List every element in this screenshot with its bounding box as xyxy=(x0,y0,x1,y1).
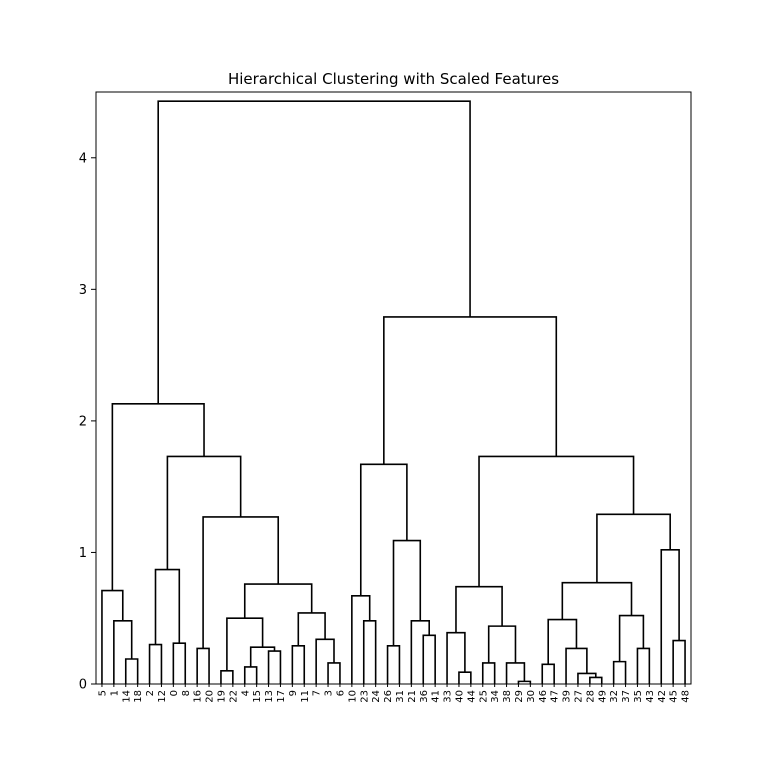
plot-frame xyxy=(95,91,692,685)
dendrogram-link xyxy=(547,618,578,665)
dendrogram-link xyxy=(487,625,517,663)
leaf-label: 25 xyxy=(478,690,489,703)
leaf-label: 8 xyxy=(181,690,192,696)
leaf-label: 10 xyxy=(347,690,358,703)
chart-title: Hierarchical Clustering with Scaled Feat… xyxy=(228,70,559,88)
leaf-label: 7 xyxy=(312,690,323,696)
y-tick-label: 3 xyxy=(79,283,87,298)
leaf-label: 14 xyxy=(121,690,132,703)
leaf-label: 23 xyxy=(359,690,370,703)
leaf-label: 16 xyxy=(193,690,204,703)
y-tick-label: 1 xyxy=(79,546,87,561)
leaf-label: 38 xyxy=(502,690,513,703)
y-tick-label: 4 xyxy=(79,151,87,166)
dendrogram-link xyxy=(291,645,306,684)
y-tick-label: 2 xyxy=(79,414,87,429)
dendrogram-link xyxy=(517,680,532,684)
leaf-label: 6 xyxy=(335,690,346,696)
dendrogram-link xyxy=(351,595,371,684)
leaf-label: 12 xyxy=(157,690,168,703)
leaf-label: 19 xyxy=(216,690,227,703)
dendrogram-link xyxy=(111,402,205,591)
leaf-label: 9 xyxy=(288,690,299,696)
leaf-label: 32 xyxy=(609,690,620,703)
leaf-label: 45 xyxy=(669,690,680,703)
leaf-label: 2 xyxy=(145,690,156,696)
leaf-label: 24 xyxy=(371,690,382,703)
leaf-label: 46 xyxy=(538,690,549,703)
dendrogram-link xyxy=(154,568,181,645)
dendrogram-link xyxy=(166,455,242,570)
leaf-label: 34 xyxy=(490,690,501,703)
x-axis: 5 1 14 18 2 12 0 8 16 20 19 22 4 15 13 17 9 11 7 3 6 10 23 24 26… xyxy=(97,684,692,703)
leaf-label: 11 xyxy=(300,690,311,703)
dendrogram-link xyxy=(478,455,635,587)
dendrogram-link xyxy=(612,660,627,684)
leaf-label: 0 xyxy=(169,690,180,696)
leaf-label: 15 xyxy=(252,690,263,703)
y-tick-label: 0 xyxy=(79,678,87,693)
dendrogram-links xyxy=(101,100,686,684)
dendrogram-link xyxy=(243,583,313,619)
leaf-label: 27 xyxy=(573,690,584,703)
leaf-label: 21 xyxy=(407,690,418,703)
leaf-label: 5 xyxy=(97,690,108,696)
leaf-label: 26 xyxy=(383,690,394,703)
leaf-label: 35 xyxy=(633,690,644,703)
leaf-label: 30 xyxy=(526,690,537,703)
leaf-label: 18 xyxy=(133,690,144,703)
leaf-label: 44 xyxy=(466,690,477,703)
leaf-label: 28 xyxy=(585,690,596,703)
leaf-label: 41 xyxy=(431,690,442,703)
dendrogram-link xyxy=(672,639,686,684)
y-axis: 0 1 2 3 4 xyxy=(79,151,96,693)
leaf-label: 47 xyxy=(550,690,561,703)
leaf-label: 43 xyxy=(645,690,656,703)
dendrogram-link xyxy=(386,645,401,684)
leaf-label: 13 xyxy=(264,690,275,703)
leaf-label: 3 xyxy=(324,690,335,696)
leaf-label: 17 xyxy=(276,690,287,703)
leaf-label: 20 xyxy=(205,690,216,703)
leaf-label: 31 xyxy=(395,690,406,703)
leaf-label: 48 xyxy=(681,690,692,703)
leaf-label: 36 xyxy=(419,690,430,703)
leaf-label: 1 xyxy=(109,690,120,696)
dendrogram-link xyxy=(541,663,555,684)
dendrogram-link xyxy=(455,585,503,633)
leaf-label: 39 xyxy=(562,690,573,703)
leaf-label: 4 xyxy=(240,690,251,696)
leaf-label: 22 xyxy=(228,690,239,703)
dendrogram-link xyxy=(243,666,258,684)
dendrogram-link xyxy=(577,672,597,684)
leaf-label: 29 xyxy=(514,690,525,703)
dendrogram-link xyxy=(157,100,471,404)
leaf-label: 33 xyxy=(443,690,454,703)
leaf-label: 37 xyxy=(621,690,632,703)
leaf-label: 42 xyxy=(657,690,668,703)
dendrogram-link xyxy=(101,589,124,684)
leaf-label: 40 xyxy=(454,690,465,703)
dendrogram-link xyxy=(172,642,187,684)
leaf-label: 49 xyxy=(597,690,608,703)
